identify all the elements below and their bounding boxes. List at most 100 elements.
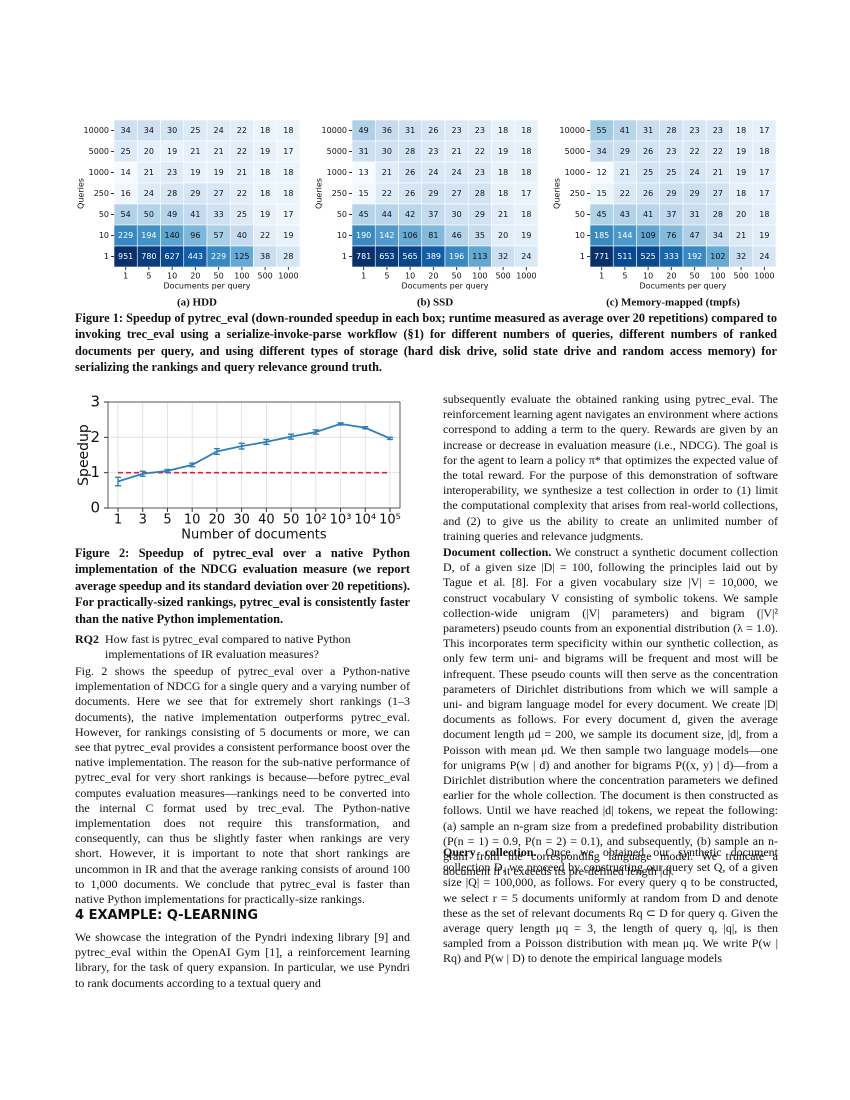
error-bar bbox=[213, 447, 220, 455]
y-tick-label: 1 bbox=[104, 252, 109, 261]
y-tick-label: 250 bbox=[94, 189, 109, 198]
cell-label: 46 bbox=[452, 231, 462, 240]
plot-frame bbox=[107, 401, 401, 509]
cell-label: 771 bbox=[594, 252, 609, 261]
cell-label: 31 bbox=[405, 126, 415, 135]
paragraph: Query collection. Once we obtained our s… bbox=[443, 845, 778, 967]
cell-label: 109 bbox=[640, 231, 655, 240]
cell-label: 23 bbox=[475, 126, 485, 135]
figure-caption: Figure 2: Speedup of pytrec_eval over a … bbox=[75, 546, 410, 626]
cell-label: 18 bbox=[260, 189, 270, 198]
cell-label: 28 bbox=[405, 147, 415, 156]
x-tick-label: 10 bbox=[167, 272, 177, 281]
x-tick-label: 10⁵ bbox=[379, 513, 401, 528]
cell-label: 29 bbox=[666, 189, 676, 198]
cell-label: 23 bbox=[475, 168, 485, 177]
cell-label: 25 bbox=[237, 210, 247, 219]
error-bar bbox=[139, 470, 146, 477]
cell-label: 31 bbox=[690, 210, 700, 219]
cell-label: 25 bbox=[666, 168, 676, 177]
cell-label: 20 bbox=[144, 147, 154, 156]
error-bar bbox=[238, 442, 245, 450]
x-tick-label: 1 bbox=[123, 272, 128, 281]
error-bar bbox=[337, 422, 344, 426]
y-tick-label: 50 bbox=[99, 210, 109, 219]
paragraph: Fig. 2 shows the speedup of pytrec_eval … bbox=[75, 664, 410, 907]
cell-label: 49 bbox=[167, 210, 177, 219]
x-tick-label: 1 bbox=[114, 513, 122, 528]
cell-label: 29 bbox=[690, 189, 700, 198]
panel-title: (c) Memory-mapped (tmpfs) bbox=[606, 297, 740, 309]
cell-label: 125 bbox=[234, 252, 249, 261]
y-axis-label: Queries bbox=[315, 178, 324, 209]
x-tick-label: 50 bbox=[214, 272, 224, 281]
y-tick-label: 50 bbox=[575, 210, 585, 219]
x-tick-label: 1000 bbox=[754, 272, 774, 281]
x-tick-label: 1 bbox=[599, 272, 604, 281]
cell-label: 43 bbox=[620, 210, 630, 219]
cell-label: 29 bbox=[475, 210, 485, 219]
paragraph: Document collection. We construct a synt… bbox=[443, 545, 778, 879]
cell-label: 18 bbox=[521, 147, 531, 156]
y-tick-label: 10000 bbox=[560, 126, 585, 135]
figure-caption: Figure 1: Speedup of pytrec_eval (down-r… bbox=[75, 311, 777, 375]
cell-label: 951 bbox=[118, 252, 133, 261]
cell-label: 40 bbox=[237, 231, 247, 240]
cell-label: 19 bbox=[214, 168, 224, 177]
cell-label: 44 bbox=[382, 210, 392, 219]
y-axis-label: Queries bbox=[553, 178, 562, 209]
cell-label: 30 bbox=[452, 210, 462, 219]
x-tick-label: 5 bbox=[163, 513, 171, 528]
x-tick-label: 20 bbox=[190, 272, 200, 281]
cell-label: 19 bbox=[736, 168, 746, 177]
cell-label: 19 bbox=[260, 147, 270, 156]
cell-label: 24 bbox=[759, 252, 769, 261]
cell-label: 389 bbox=[426, 252, 441, 261]
cell-label: 18 bbox=[260, 168, 270, 177]
y-tick-label: 10 bbox=[99, 231, 109, 240]
y-tick-label: 250 bbox=[332, 189, 347, 198]
error-bar bbox=[312, 429, 319, 435]
cell-label: 443 bbox=[188, 252, 203, 261]
cell-label: 565 bbox=[402, 252, 417, 261]
x-tick-label: 5 bbox=[146, 272, 151, 281]
x-tick-label: 100 bbox=[472, 272, 487, 281]
y-tick-label: 10000 bbox=[322, 126, 347, 135]
y-tick-label: 5000 bbox=[327, 147, 347, 156]
cell-label: 511 bbox=[617, 252, 632, 261]
cell-label: 30 bbox=[382, 147, 392, 156]
rq-text: How fast is pytrec_eval compared to nati… bbox=[105, 632, 351, 662]
panel-title: (b) SSD bbox=[417, 297, 453, 309]
x-tick-label: 40 bbox=[258, 513, 275, 528]
y-tick-label: 2 bbox=[90, 428, 100, 446]
cell-label: 45 bbox=[359, 210, 369, 219]
x-tick-label: 50 bbox=[452, 272, 462, 281]
x-tick-label: 5 bbox=[622, 272, 627, 281]
paragraph: We showcase the integration of the Pyndr… bbox=[75, 930, 410, 990]
error-bar bbox=[189, 462, 196, 468]
x-tick-label: 1000 bbox=[278, 272, 298, 281]
error-bar bbox=[288, 433, 295, 440]
cell-label: 185 bbox=[594, 231, 609, 240]
y-tick-label: 5000 bbox=[565, 147, 585, 156]
cell-label: 15 bbox=[359, 189, 369, 198]
cell-label: 25 bbox=[121, 147, 131, 156]
cell-label: 76 bbox=[666, 231, 676, 240]
cell-label: 25 bbox=[643, 168, 653, 177]
cell-label: 24 bbox=[690, 168, 700, 177]
cell-label: 22 bbox=[713, 147, 723, 156]
cell-label: 24 bbox=[452, 168, 462, 177]
cell-label: 144 bbox=[617, 231, 632, 240]
x-tick-label: 30 bbox=[233, 513, 250, 528]
cell-label: 142 bbox=[379, 231, 394, 240]
cell-label: 22 bbox=[475, 147, 485, 156]
cell-label: 24 bbox=[428, 168, 438, 177]
cell-label: 653 bbox=[379, 252, 394, 261]
cell-label: 18 bbox=[498, 189, 508, 198]
cell-label: 113 bbox=[472, 252, 487, 261]
cell-label: 19 bbox=[759, 231, 769, 240]
cell-label: 18 bbox=[283, 189, 293, 198]
paragraph-heading: Document collection. bbox=[443, 545, 552, 559]
